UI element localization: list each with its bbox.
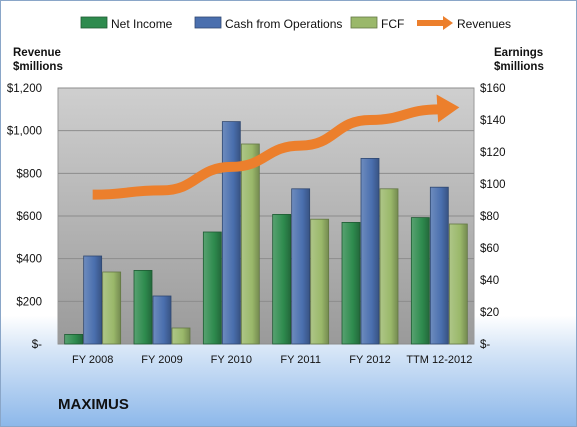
legend-label: Cash from Operations xyxy=(225,17,342,31)
bar-cash-from-operations-3 xyxy=(291,188,311,345)
bars xyxy=(64,121,468,345)
legend: Net Income Cash from Operations FCF Revenue… xyxy=(80,16,511,31)
bar-fcf-4 xyxy=(379,188,399,345)
right-axis-title: Earnings xyxy=(494,47,543,59)
bar-fcf-0 xyxy=(102,271,122,345)
category-label: TTM 12-2012 xyxy=(406,354,472,366)
left-axis-title: Revenue xyxy=(13,47,61,59)
bar-net-income-4 xyxy=(341,221,361,345)
right-tick-label: $160 xyxy=(480,83,506,95)
bar-cash-from-operations-0 xyxy=(83,255,103,345)
bar-net-income-3 xyxy=(272,213,292,345)
right-tick-label: $120 xyxy=(480,147,506,159)
revenue-line-tail xyxy=(434,104,442,114)
bar-net-income-1 xyxy=(133,269,153,345)
bar-fcf-1 xyxy=(171,327,191,345)
right-tick-label: $100 xyxy=(480,179,506,191)
category-label: FY 2008 xyxy=(72,354,113,366)
revenue-line xyxy=(92,94,460,200)
left-tick-label: $800 xyxy=(16,168,42,180)
right-axis-subtitle: $millions xyxy=(494,61,544,73)
bar-fcf-3 xyxy=(310,218,330,345)
left-tick-label: $200 xyxy=(16,296,42,308)
revenue-arrowhead xyxy=(436,94,460,123)
right-tick-label: $40 xyxy=(480,275,499,287)
legend-label: Net Income xyxy=(111,17,173,31)
revenue-line-path xyxy=(92,104,440,200)
category-label: FY 2011 xyxy=(280,354,321,366)
category-label: FY 2012 xyxy=(349,354,390,366)
bar-net-income-5 xyxy=(410,217,430,345)
legend-label: FCF xyxy=(381,17,404,31)
right-tick-label: $140 xyxy=(480,115,506,127)
right-tick-label: $60 xyxy=(480,243,499,255)
bar-cash-from-operations-4 xyxy=(360,157,380,345)
legend-swatch xyxy=(80,16,108,29)
right-tick-label: $80 xyxy=(480,211,499,223)
right-tick-label: $20 xyxy=(480,307,499,319)
legend-label: Revenues xyxy=(457,17,511,31)
legend-arrow-revenues xyxy=(443,16,453,30)
left-tick-label: $- xyxy=(32,339,42,351)
bar-net-income-2 xyxy=(202,231,222,345)
legend-swatch xyxy=(194,16,222,29)
gridlines xyxy=(58,87,474,345)
category-label: FY 2010 xyxy=(211,354,252,366)
category-label: FY 2009 xyxy=(141,354,182,366)
bar-cash-from-operations-1 xyxy=(152,295,172,345)
bar-fcf-2 xyxy=(240,143,260,345)
left-tick-label: $1,200 xyxy=(7,83,42,95)
axes: $- $200 $400 $600 $800 $1,000 $1,200 $- $20 $40 $6… xyxy=(7,47,544,366)
left-tick-label: $400 xyxy=(16,254,42,266)
bar-net-income-0 xyxy=(64,333,84,345)
legend-swatch xyxy=(350,16,378,29)
left-axis-subtitle: $millions xyxy=(13,61,63,73)
bar-fcf-5 xyxy=(448,223,468,345)
right-tick-label: $- xyxy=(480,339,490,351)
company-name: MAXIMUS xyxy=(58,396,129,413)
bar-cash-from-operations-2 xyxy=(221,121,241,345)
left-tick-label: $600 xyxy=(16,211,42,223)
left-tick-label: $1,000 xyxy=(7,126,42,138)
bar-cash-from-operations-5 xyxy=(429,186,449,345)
